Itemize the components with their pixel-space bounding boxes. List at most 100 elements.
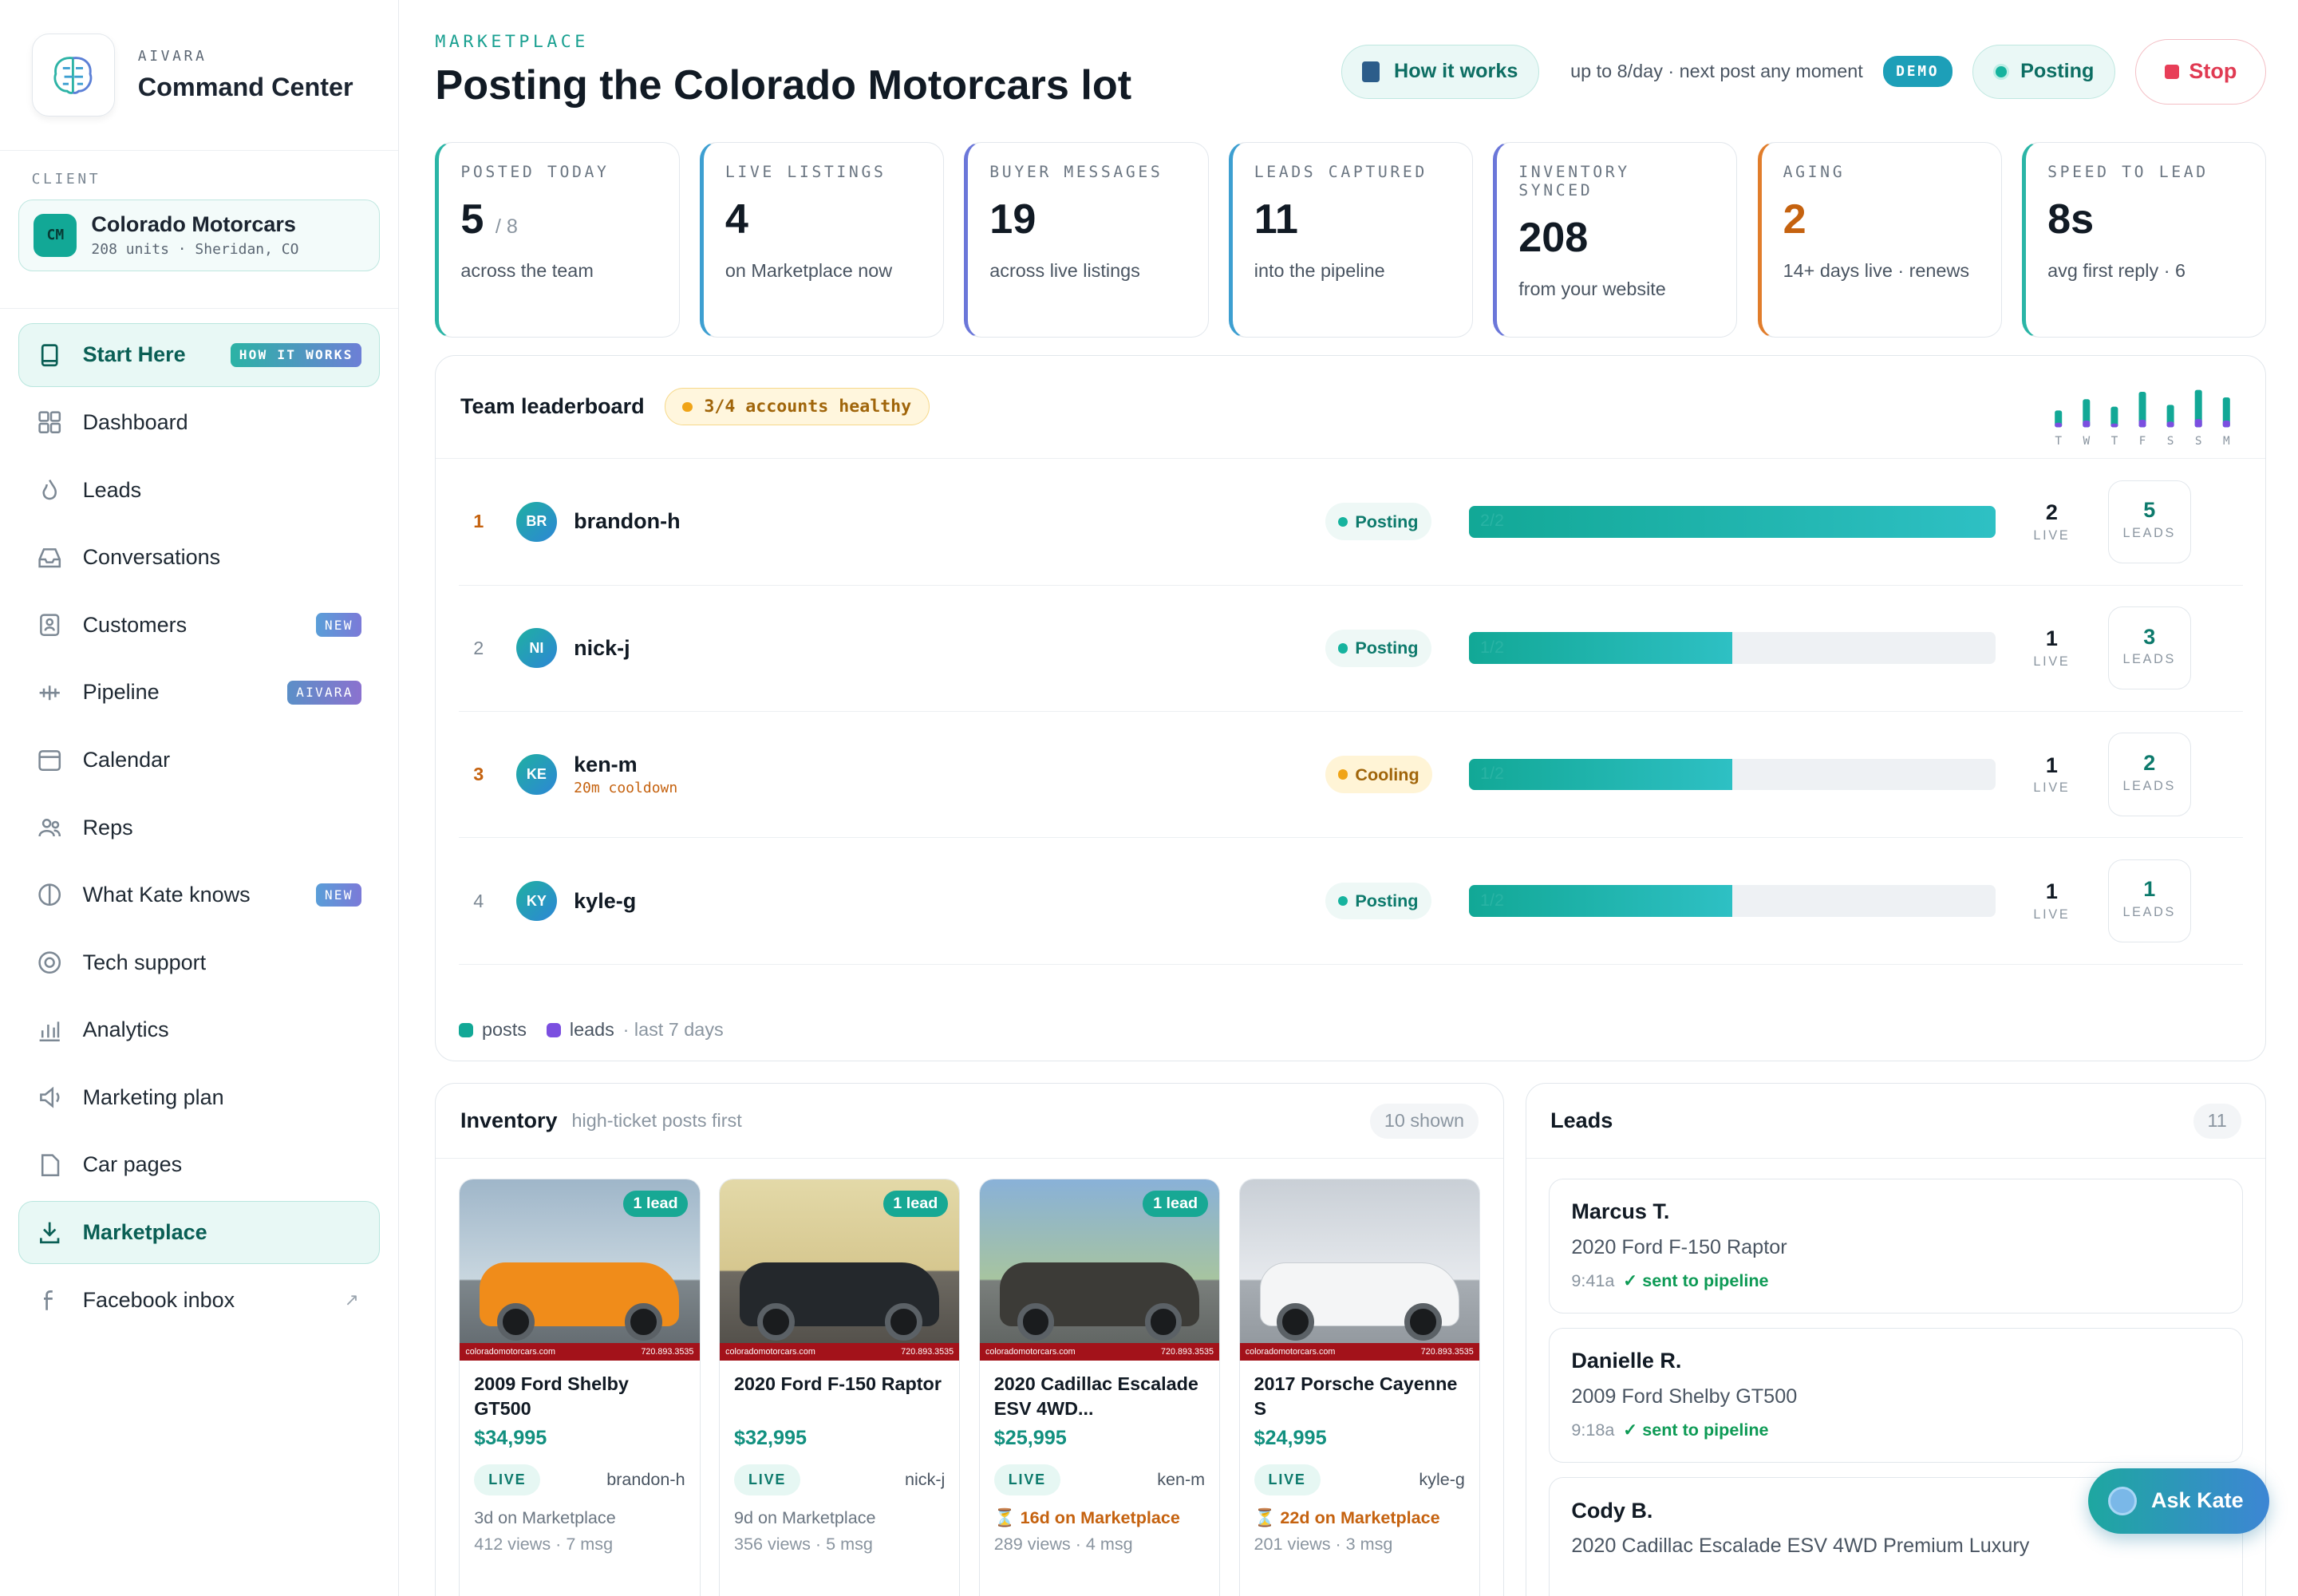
card-meta-row: LIVE kyle-g [1254,1464,1465,1496]
sidebar-item-label: Dashboard [82,410,188,435]
sidebar-item-customers[interactable]: Customers NEW [18,594,380,657]
stop-button[interactable]: Stop [2134,38,2267,105]
stat-value: 5 / 8 [460,196,657,243]
stat-caption: avg first reply · 6 [2047,260,2185,282]
posted-total: /2 [1489,763,1504,784]
dealer-site: coloradomotorcars.com [985,1346,1076,1357]
leads-count[interactable]: 5 LEADS [2107,480,2191,564]
card-body: 2009 Ford Shelby GT500 $34,995 LIVE brandon… [460,1361,699,1566]
stat-number: 8s [2047,196,2095,243]
leads-count[interactable]: 2 LEADS [2107,733,2191,816]
book-icon [1362,61,1380,82]
table-row[interactable]: 1 BR brandon-h Posting 2/2 2 LIVE 5 LEADS [459,459,2243,586]
live-status-badge: LIVE [1254,1464,1321,1496]
posting-status-button[interactable]: Posting [1972,44,2115,100]
spark-day-label: T [2055,435,2062,448]
lifebuoy-icon [37,950,62,975]
lead-item[interactable]: Cody B. 2020 Cadillac Escalade ESV 4WD Pr… [1549,1477,2243,1596]
avatar: KE [516,754,557,795]
live-status-badge: LIVE [993,1464,1060,1496]
sidebar-item-facebook-inbox[interactable]: Facebook inbox ↗ [18,1268,380,1331]
sidebar-item-reps[interactable]: Reps [18,796,380,859]
dealer-site: coloradomotorcars.com [1245,1346,1336,1357]
posted-progress-bar: 1/2 [1468,632,1996,665]
card-meta-row: LIVE ken-m [993,1464,1206,1496]
sidebar-item-label: Pipeline [82,680,160,705]
stat-label: LEADS CAPTURED [1254,163,1427,182]
sidebar-item-dashboard[interactable]: Dashboard [18,391,380,454]
live-label: LIVE [2033,527,2071,543]
status-badge: Posting [1325,882,1431,920]
car-price: $25,995 [993,1426,1067,1449]
inventory-card[interactable]: coloradomotorcars.com 720.893.3535 1 lead 2… [459,1178,701,1596]
sidebar-item-label: Analytics [82,1017,169,1042]
live-count: 1 LIVE [2024,879,2079,922]
sidebar-item-badge: NEW [316,613,362,638]
assigned-rep: ken-m [1157,1469,1206,1490]
table-row[interactable]: 4 KY kyle-g Posting 1/2 1 LIVE 1 LEADS [459,838,2243,965]
inventory-card[interactable]: coloradomotorcars.com 720.893.3535 1 lead 2… [718,1178,961,1596]
inventory-count: 10 shown [1369,1104,1479,1139]
sidebar-item-calendar[interactable]: Calendar [18,729,380,792]
card-body: 2020 Ford F-150 Raptor $32,995 LIVE nick-j 9… [720,1361,959,1566]
sidebar-item-car-pages[interactable]: Car pages [18,1133,380,1196]
live-count: 1 LIVE [2024,753,2079,796]
lead-name: Cody B. [1571,1498,1653,1523]
spark-day-label: F [2138,435,2146,448]
spark-posts-bar [2110,406,2118,428]
stat-value: 2 [1783,196,1980,243]
leads-count[interactable]: 1 LEADS [2107,859,2191,943]
sidebar-item-start-here[interactable]: Start Here HOW IT WORKS [18,323,380,387]
inventory-card[interactable]: coloradomotorcars.com 720.893.3535 2017 Po… [1238,1178,1480,1596]
leads-label: LEADS [2122,905,2177,920]
lead-vehicle: 2020 Ford F-150 Raptor [1571,1235,1787,1258]
leads-number: 2 [2143,751,2156,776]
sidebar-item-analytics[interactable]: Analytics [18,998,380,1061]
client-name: Colorado Motorcars [91,211,296,236]
lead-item[interactable]: Danielle R. 2009 Ford Shelby GT500 9:18a ✓ … [1549,1328,2243,1464]
legend-period: · last 7 days [622,1019,724,1040]
status-text: Posting [1355,511,1419,531]
sidebar-item-conversations[interactable]: Conversations [18,526,380,589]
stat-card: INVENTORY SYNCED 208 from your website [1493,142,1738,338]
car-name: 2009 Ford Shelby GT500 [474,1373,629,1419]
rep-name: nick-j [574,635,630,660]
accounts-health-badge: 3/4 accounts healthy [664,388,930,426]
sidebar-item-badge: NEW [316,883,362,907]
wheel [1144,1302,1183,1341]
client-switcher[interactable]: CM Colorado Motorcars 208 units · Sherid… [18,199,380,271]
lead-meta: 9:18a ✓ sent to pipeline [1571,1420,2220,1440]
table-row[interactable]: 3 KE ken-m 20m cooldown Cooling 1/2 1 LIVE 2 LEAD… [459,712,2243,839]
table-row[interactable]: 2 NI nick-j Posting 1/2 1 LIVE 3 LEADS [459,586,2243,712]
lead-vehicle: 2009 Ford Shelby GT500 [1571,1385,1798,1408]
inventory-card[interactable]: coloradomotorcars.com 720.893.3535 1 lead 2… [978,1178,1221,1596]
car-name: 2020 Cadillac Escalade ESV 4WD... [993,1373,1198,1419]
spark-posts-bar [2138,392,2146,428]
lead-item[interactable]: Marcus T. 2020 Ford F-150 Raptor 9:41a ✓ se… [1549,1178,2243,1314]
kate-avatar-icon [2108,1486,2138,1515]
how-it-works-button[interactable]: How it works [1341,44,1539,100]
contact-icon [37,612,62,638]
lead-badge: 1 lead [622,1191,689,1217]
rep-name: kyle-g [574,888,637,913]
download-icon [37,1219,62,1245]
sidebar-item-tech-support[interactable]: Tech support [18,931,380,994]
warning-dot-icon [682,401,693,413]
sidebar-item-pipeline[interactable]: Pipeline AIVARA [18,661,380,724]
sidebar-item-leads[interactable]: Leads [18,459,380,522]
assigned-rep: nick-j [905,1469,946,1490]
stat-label: INVENTORY SYNCED [1518,163,1630,200]
ask-kate-button[interactable]: Ask Kate [2087,1468,2269,1535]
sidebar-item-label: Calendar [82,747,171,772]
posting-cadence: up to 8/day · next post any moment [1570,61,1863,82]
live-number: 1 [2045,753,2058,777]
leads-count[interactable]: 3 LEADS [2107,606,2191,690]
posted-total: /2 [1489,636,1504,657]
rank-number: 1 [473,511,484,532]
sidebar-item-marketplace[interactable]: Marketplace [18,1200,380,1265]
stat-denominator: / 8 [495,215,518,239]
sidebar-item-what-kate-knows[interactable]: What Kate knows NEW [18,863,380,926]
sidebar-item-marketing-plan[interactable]: Marketing plan [18,1066,380,1129]
main-content: MARKETPLACE Posting the Colorado Motorca… [399,0,2298,1596]
stat-value: 208 [1518,214,1715,262]
